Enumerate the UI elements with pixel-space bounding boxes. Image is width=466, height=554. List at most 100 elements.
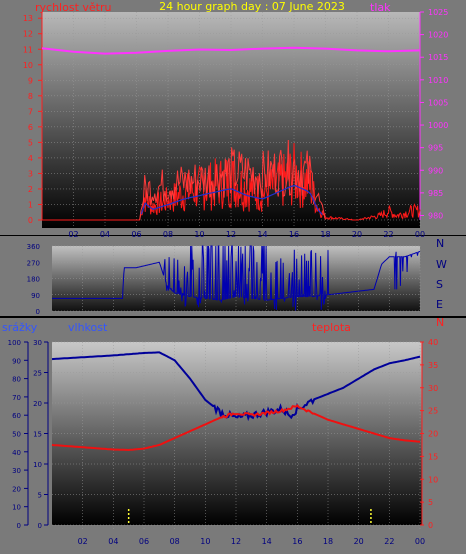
y-left-tick-label: 8 [28,92,33,101]
x-tick-label: 16 [289,230,299,239]
y-left-tick-label: 12 [23,30,33,39]
compass-label: N [436,237,444,250]
rain-tick-label: 90 [12,357,21,365]
humidity-tick-label: 30 [33,339,42,347]
x-tick-label: 22 [383,230,393,239]
temperature-tick-label: 0 [428,521,433,530]
x-tick-label: 14 [262,537,272,546]
rain-tick-label: 10 [12,504,21,512]
y-right-tick-label: 1010 [428,76,448,85]
x-tick-label: 14 [257,230,267,239]
y-right-tick-label: 990 [428,166,443,175]
direction-tick-label: 270 [27,259,40,267]
y-right-tick-label: 985 [428,189,443,198]
y-left-tick-label: 10 [23,61,33,70]
humidity-tick-label: 20 [33,400,42,408]
rain-tick-label: 40 [12,449,21,457]
rain-tick-label: 60 [12,412,21,420]
temperature-tick-label: 15 [428,452,438,461]
direction-tick-label: 180 [27,276,40,284]
compass-label: E [436,298,443,311]
x-tick-label: 12 [226,230,236,239]
y-right-tick-label: 1025 [428,8,448,17]
temperature-tick-label: 35 [428,361,438,370]
x-tick-label: 20 [354,537,364,546]
temperature-tick-label: 40 [428,338,438,347]
y-right-tick-label: 995 [428,144,443,153]
rain-tick-label: 30 [12,467,21,475]
x-tick-label: 10 [200,537,210,546]
temperature-tick-label: 30 [428,384,438,393]
wind-speed-series [42,142,421,221]
y-left-tick-label: 0 [28,216,33,225]
rain-tick-label: 70 [12,394,21,402]
rain-label: srážky [2,321,38,334]
x-tick-label: 04 [100,230,110,239]
bottom-panel-plot [52,342,422,525]
chart-marks: 02 04 06 08 10 12 14 16 18 20 22 000123456789101112… [8,8,449,546]
direction-tick-label: 90 [31,292,40,300]
x-tick-label: 18 [323,537,333,546]
average-wind-series [140,184,323,216]
y-right-tick-label: 980 [428,211,443,220]
temperature-tick-label: 20 [428,430,438,439]
x-tick-label: 04 [108,537,118,546]
compass-label: N [436,316,444,329]
y-left-tick-label: 5 [28,138,33,147]
rain-tick-label: 0 [17,522,21,530]
humidity-series [51,351,421,422]
humidity-label: vlhkost [68,321,108,334]
y-right-tick-label: 1020 [428,31,448,40]
pressure-series [41,46,421,55]
y-left-tick-label: 11 [23,45,33,54]
y-right-tick-label: 1005 [428,98,448,107]
x-tick-label: 06 [131,230,141,239]
y-left-tick-label: 7 [28,107,33,116]
y-left-tick-label: 6 [28,123,33,132]
temperature-series [51,403,421,452]
y-left-tick-label: 13 [23,14,33,23]
rain-tick-label: 50 [12,431,21,439]
chart-title: 24 hour graph day : 07 June 2023 [159,0,345,13]
humidity-tick-label: 0 [38,522,42,530]
y-left-tick-label: 1 [28,200,33,209]
x-tick-label: 00 [415,537,425,546]
x-tick-label: 12 [231,537,241,546]
x-tick-label: 08 [170,537,180,546]
humidity-tick-label: 15 [33,431,42,439]
direction-tick-label: 0 [36,308,40,316]
x-tick-label: 02 [78,537,88,546]
x-tick-label: 22 [384,537,394,546]
x-tick-label: 20 [352,230,362,239]
x-tick-label: 02 [68,230,78,239]
wind-speed-label: rychlost větru [35,1,111,14]
x-tick-label: 16 [292,537,302,546]
y-left-tick-label: 3 [28,169,33,178]
temperature-tick-label: 25 [428,407,438,416]
y-left-tick-label: 2 [28,185,33,194]
temperature-label: teplota [312,321,351,334]
humidity-tick-label: 25 [33,370,42,378]
x-tick-label: 06 [139,537,149,546]
wind-gust-series [139,139,326,221]
x-tick-label: 00 [415,230,425,239]
compass-label: S [436,278,443,291]
x-tick-label: 08 [163,230,173,239]
y-right-tick-label: 1000 [428,121,448,130]
temperature-tick-label: 5 [428,498,433,507]
compass-label: W [436,258,447,271]
y-left-tick-label: 9 [28,76,33,85]
rain-tick-label: 80 [12,376,21,384]
humidity-tick-label: 5 [38,492,42,500]
y-left-tick-label: 4 [28,154,33,163]
rain-tick-label: 20 [12,485,21,493]
wind-direction-series [52,245,421,311]
rain-tick-label: 100 [8,339,21,347]
pressure-label: tlak [370,1,391,14]
y-right-tick-label: 1015 [428,53,448,62]
humidity-tick-label: 10 [33,461,42,469]
temperature-tick-label: 10 [428,475,438,484]
direction-tick-label: 360 [27,243,40,251]
